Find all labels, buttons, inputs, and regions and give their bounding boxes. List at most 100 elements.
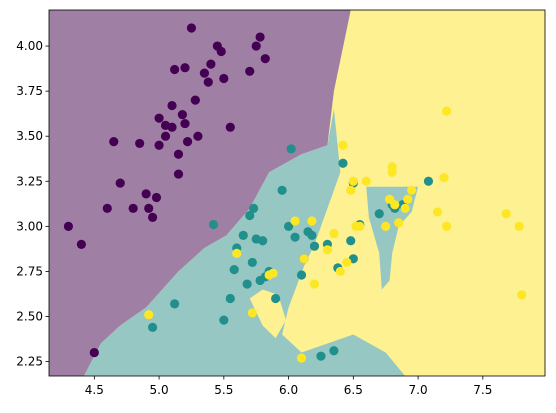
point-class-0-29	[203, 77, 213, 87]
point-class-1-2	[208, 219, 219, 230]
point-class-1-10	[247, 257, 257, 268]
point-class-1-9	[245, 210, 255, 221]
point-class-1-3	[219, 315, 229, 325]
point-class-1-31	[338, 158, 348, 168]
x-tick-label: 7.0	[409, 383, 428, 397]
region-class-1-1	[83, 109, 406, 376]
point-class-0-14	[160, 131, 171, 141]
point-class-0-17	[167, 122, 177, 132]
point-class-2-18	[355, 221, 365, 231]
point-class-0-20	[173, 169, 184, 179]
region-class-0-0	[49, 10, 351, 376]
point-class-0-34	[225, 122, 235, 132]
point-class-1-26	[309, 241, 320, 251]
x-tick-label: 5.0	[150, 383, 169, 397]
y-tick-label: 2.50	[16, 310, 43, 324]
point-class-1-29	[329, 346, 339, 356]
point-class-2-24	[390, 200, 400, 210]
point-class-1-11	[249, 203, 259, 213]
point-class-1-5	[229, 265, 239, 275]
point-class-0-9	[144, 203, 154, 213]
point-class-0-25	[186, 23, 197, 33]
point-class-0-28	[199, 68, 210, 78]
point-class-1-36	[374, 209, 384, 219]
point-class-0-19	[173, 149, 184, 159]
y-axis: 2.25 2.50 2.75 3.00 3.25 3.50 3.75 4.00	[16, 39, 49, 369]
y-tick-label: 3.00	[16, 219, 43, 233]
point-class-0-33	[219, 73, 229, 84]
point-class-2-16	[348, 176, 358, 186]
plot-frame	[48, 9, 546, 377]
point-class-1-4	[225, 293, 235, 304]
point-class-0-26	[190, 95, 200, 105]
point-class-2-6	[296, 353, 307, 363]
point-class-0-35	[245, 66, 255, 76]
point-class-1-7	[238, 230, 248, 240]
point-class-2-14	[342, 257, 352, 268]
point-class-2-34	[514, 221, 524, 231]
point-class-0-22	[180, 63, 190, 73]
point-class-2-0	[144, 310, 154, 320]
point-class-0-10	[148, 212, 158, 222]
point-class-0-4	[109, 137, 119, 147]
point-class-2-5	[290, 216, 300, 226]
point-class-2-20	[381, 221, 391, 231]
y-tick-label: 2.75	[16, 264, 43, 278]
y-tick-label: 3.50	[16, 129, 43, 143]
point-class-0-7	[135, 138, 145, 149]
point-class-1-27	[316, 351, 326, 361]
point-class-1-14	[258, 236, 268, 246]
point-class-1-8	[242, 279, 252, 289]
point-class-1-1	[170, 299, 180, 309]
point-class-0-16	[167, 100, 177, 111]
point-class-0-8	[141, 189, 151, 199]
point-class-1-19	[283, 221, 294, 231]
point-class-2-32	[441, 221, 452, 231]
point-class-0-30	[206, 59, 216, 69]
point-class-1-0	[148, 322, 158, 332]
point-class-2-30	[439, 173, 449, 183]
point-class-2-7	[299, 254, 309, 264]
point-class-0-5	[115, 178, 125, 188]
point-class-2-27	[403, 194, 413, 204]
point-class-2-11	[329, 228, 339, 239]
point-class-2-28	[407, 185, 417, 195]
point-class-0-32	[216, 46, 226, 57]
point-class-0-11	[151, 192, 162, 203]
point-class-0-21	[177, 109, 187, 120]
point-class-2-4	[268, 268, 278, 278]
point-class-0-1	[76, 239, 86, 249]
point-class-0-0	[63, 221, 74, 231]
point-class-1-17	[271, 293, 281, 304]
point-class-2-19	[361, 176, 371, 186]
point-class-2-23	[387, 167, 397, 177]
point-class-0-12	[154, 140, 164, 150]
y-tick-label: 2.25	[16, 355, 43, 369]
point-class-2-31	[441, 106, 452, 116]
y-tick-label: 4.00	[16, 39, 43, 53]
point-class-2-10	[322, 245, 333, 255]
point-class-0-18	[170, 64, 180, 75]
point-class-2-2	[247, 308, 257, 318]
point-class-2-35	[517, 290, 527, 300]
point-class-1-25	[307, 230, 317, 240]
point-class-2-8	[307, 216, 317, 226]
x-tick-label: 6.5	[344, 383, 363, 397]
point-class-2-12	[335, 266, 345, 277]
x-tick-label: 4.5	[85, 383, 104, 397]
y-tick-label: 3.75	[16, 84, 43, 98]
x-axis: 4.5 5.0 5.5 6.0 6.5 7.0 7.5	[85, 376, 492, 397]
point-class-1-20	[286, 144, 296, 154]
point-class-2-13	[338, 140, 348, 150]
point-class-2-33	[501, 209, 511, 219]
x-tick-label: 5.5	[214, 383, 233, 397]
point-class-2-15	[346, 185, 356, 195]
data-points	[63, 23, 527, 363]
point-class-0-27	[193, 131, 203, 141]
x-tick-label: 6.0	[279, 383, 298, 397]
point-class-2-9	[309, 279, 320, 289]
point-class-0-38	[260, 54, 270, 64]
y-tick-label: 3.25	[16, 174, 43, 188]
x-tick-label: 7.5	[473, 383, 492, 397]
point-class-0-37	[255, 32, 265, 42]
